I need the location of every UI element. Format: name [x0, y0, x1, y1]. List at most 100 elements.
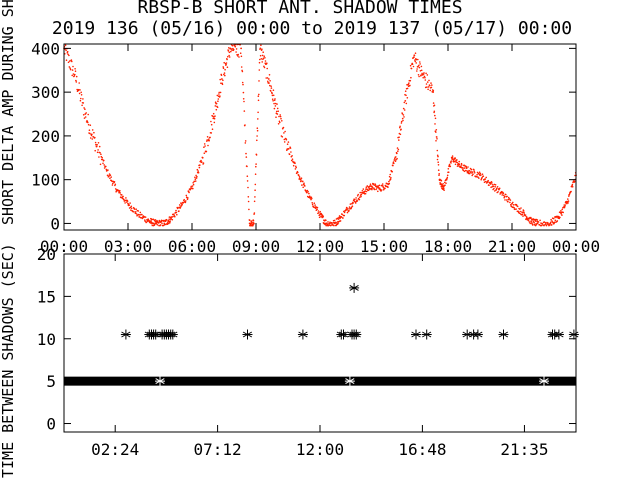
top-data-point [243, 100, 245, 103]
bottom-y-tick-label: 15 [37, 287, 56, 306]
top-data-point [164, 223, 166, 226]
top-data-point [522, 210, 525, 212]
top-data-point [356, 200, 359, 202]
top-data-point [228, 54, 230, 57]
top-data-point [460, 162, 463, 165]
top-data-point [226, 58, 228, 61]
top-data-point [239, 52, 242, 54]
top-data-point [496, 187, 498, 190]
top-data-point [531, 224, 534, 226]
top-data-point [515, 208, 517, 210]
top-data-point [481, 173, 484, 175]
top-data-point [256, 127, 259, 129]
top-data-point [316, 206, 319, 209]
top-data-point [180, 205, 183, 207]
top-data-point [403, 101, 406, 104]
top-data-point [325, 224, 328, 227]
top-data-point [365, 186, 368, 188]
top-data-point [268, 74, 271, 76]
top-data-point [89, 132, 91, 135]
top-data-point [476, 173, 478, 176]
top-data-point [530, 220, 533, 223]
top-data-point [400, 128, 402, 131]
top-data-point [352, 202, 355, 204]
top-data-point [206, 140, 208, 142]
top-data-point [298, 176, 301, 178]
top-data-point [389, 173, 392, 176]
top-data-point [256, 135, 258, 137]
top-data-point [67, 61, 70, 64]
top-data-point [364, 190, 367, 192]
top-data-point [436, 149, 439, 152]
top-data-point [84, 116, 87, 118]
top-data-point [521, 213, 524, 216]
top-data-point [258, 93, 260, 96]
top-data-point [437, 161, 440, 163]
top-data-point [418, 64, 420, 67]
top-data-point [556, 220, 559, 222]
top-data-point [463, 167, 466, 169]
top-data-point [414, 60, 417, 63]
top-data-point [202, 162, 205, 164]
top-data-point [356, 195, 359, 197]
top-data-point [75, 81, 78, 83]
top-data-point [498, 187, 501, 190]
top-data-point [128, 204, 130, 206]
top-data-point [566, 202, 568, 205]
top-data-point [399, 125, 401, 128]
top-data-point [442, 187, 445, 190]
top-data-point [232, 48, 235, 51]
top-data-point [231, 44, 234, 47]
top-data-point [365, 190, 368, 193]
top-data-point [279, 115, 282, 118]
top-data-point [251, 221, 253, 224]
top-data-point [89, 124, 92, 126]
top-data-point [237, 53, 239, 56]
top-data-point [213, 121, 216, 124]
top-data-point [268, 82, 270, 84]
top-data-point [319, 210, 322, 213]
top-data-point [418, 66, 421, 69]
top-data-point [560, 212, 562, 215]
top-data-point [306, 189, 309, 192]
top-data-point [144, 219, 146, 221]
top-data-point [425, 83, 428, 85]
top-x-tick-label: 15:00 [360, 237, 408, 256]
top-data-point [114, 183, 117, 186]
top-data-point [307, 190, 309, 193]
top-data-point [253, 222, 255, 225]
top-data-point [554, 219, 557, 222]
top-data-point [505, 193, 507, 196]
top-data-point [102, 162, 104, 165]
top-data-point [275, 116, 277, 118]
top-data-point [434, 123, 436, 125]
top-data-point [80, 94, 83, 96]
top-data-point [222, 66, 224, 68]
top-data-point [484, 180, 487, 183]
top-data-point [94, 136, 96, 139]
top-data-point [235, 48, 238, 50]
top-data-point [442, 186, 445, 188]
top-data-point [537, 221, 540, 223]
top-data-point [411, 63, 414, 65]
top-data-point [311, 202, 314, 204]
bottom-y-tick-label: 5 [46, 372, 56, 391]
top-data-point [224, 74, 226, 77]
top-data-point [125, 197, 127, 199]
top-data-point [68, 54, 70, 57]
bottom-x-tick-label: 12:00 [296, 440, 344, 459]
top-data-point [434, 114, 436, 117]
top-data-point [236, 54, 238, 56]
top-data-point [414, 59, 416, 61]
top-data-point [187, 197, 189, 199]
top-data-point [369, 183, 372, 185]
top-data-point [426, 74, 429, 76]
top-data-point [279, 121, 281, 124]
top-data-point [225, 62, 228, 64]
top-data-point [436, 136, 438, 138]
top-data-point [571, 186, 574, 188]
top-data-point [429, 89, 432, 92]
top-data-point [489, 181, 492, 184]
top-data-point [98, 156, 100, 158]
top-data-point [214, 105, 217, 107]
